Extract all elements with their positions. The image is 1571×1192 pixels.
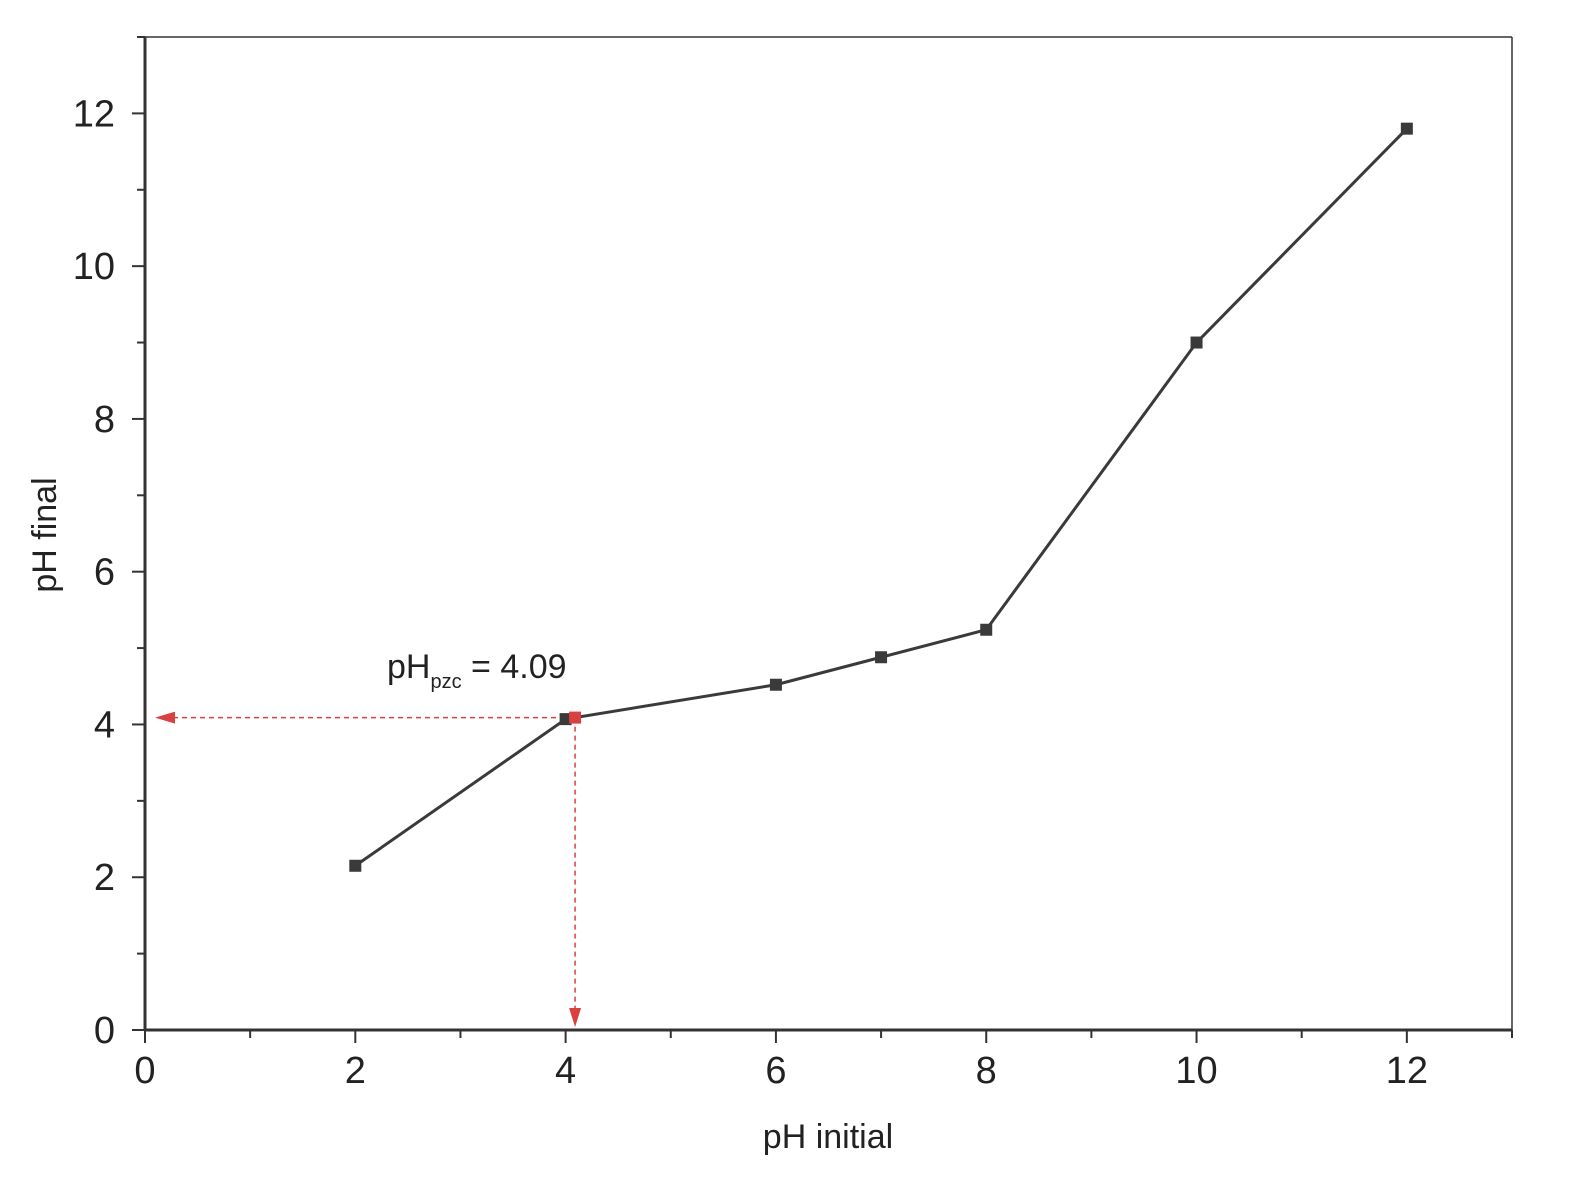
tick-labels: 0 2 4 6 8 10 12 0 2 4 6 8 10 12	[73, 93, 1428, 1092]
data-point-marker	[875, 651, 888, 664]
y-axis-label: pH final	[26, 477, 64, 592]
y-tick-label: 8	[94, 399, 115, 441]
pzc-vertical-arrowhead	[569, 1008, 582, 1027]
pzc-annotation: pHpzc = 4.09	[387, 648, 567, 693]
data-point-marker	[769, 678, 782, 691]
series-line	[354, 127, 1408, 868]
plot-frame	[143, 36, 1513, 1032]
x-tick-label: 6	[765, 1050, 786, 1092]
pzc-annotation-subscript: pzc	[430, 671, 461, 693]
x-tick-label: 10	[1175, 1050, 1217, 1092]
y-tick-label: 2	[94, 857, 115, 899]
data-point-marker	[1400, 122, 1413, 135]
data-point-marker	[1190, 336, 1203, 349]
x-tick-label: 12	[1386, 1050, 1428, 1092]
data-point-marker	[980, 623, 993, 636]
x-tick-label: 8	[976, 1050, 997, 1092]
x-axis-label: pH initial	[763, 1118, 893, 1156]
pzc-horizontal-arrowhead	[155, 711, 175, 724]
pzc-point-marker	[569, 711, 582, 724]
data-series	[349, 122, 1413, 872]
y-tick-label: 10	[73, 246, 115, 288]
pzc-annotation-prefix: pH	[387, 648, 430, 686]
data-point-marker	[349, 859, 362, 872]
y-tick-label: 6	[94, 552, 115, 594]
axis-ticks	[132, 36, 1513, 1043]
x-tick-label: 2	[345, 1050, 366, 1092]
y-tick-label: 4	[94, 704, 115, 746]
x-tick-label: 0	[134, 1050, 155, 1092]
y-tick-label: 12	[73, 93, 115, 135]
pzc-annotation-value: = 4.09	[462, 648, 567, 686]
pzc-guide-lines	[155, 711, 582, 1027]
data-point-marker	[559, 713, 572, 726]
y-tick-label: 0	[94, 1010, 115, 1052]
x-tick-label: 4	[555, 1050, 576, 1092]
